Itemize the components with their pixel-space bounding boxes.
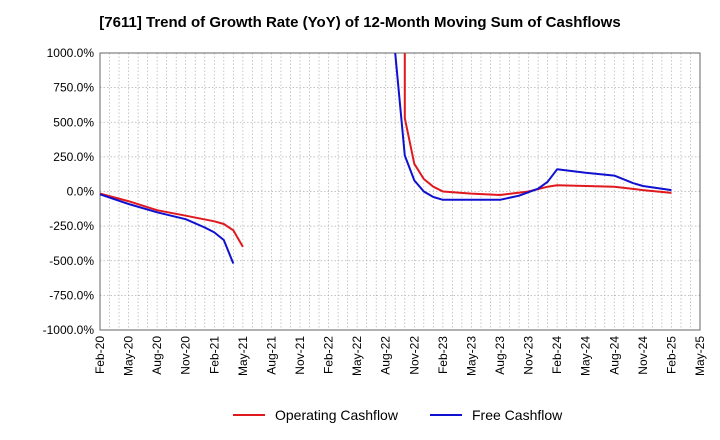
legend: Operating Cashflow Free Cashflow [233,407,563,423]
y-tick-label: -500.0% [49,254,94,268]
chart-title: [7611] Trend of Growth Rate (YoY) of 12-… [99,14,621,31]
y-tick-label: -1000.0% [43,323,95,337]
x-tick-label: Aug-21 [264,336,278,375]
y-tick-label: 250.0% [53,150,94,164]
y-tick-label: 1000.0% [47,46,95,60]
y-tick-label: 750.0% [53,81,94,95]
axis-layer: 1000.0% 750.0% 500.0% 250.0% 0.0% -250.0% -500… [43,46,707,376]
x-tick-label: Nov-23 [522,336,536,375]
y-tick-label: -750.0% [49,288,94,302]
x-tick-label: Nov-20 [179,336,193,375]
x-tick-label: Feb-25 [664,336,678,374]
x-tick-label: Aug-20 [150,336,164,375]
x-tick-label: Feb-23 [436,336,450,374]
free-cashflow-legend-label: Free Cashflow [472,407,563,423]
x-tick-label: May-23 [464,336,478,376]
x-tick-label: May-21 [236,336,250,376]
x-tick-label: Feb-20 [93,336,107,374]
x-tick-label: May-20 [122,336,136,376]
x-tick-label: Nov-24 [636,336,650,375]
x-tick-label: Feb-21 [207,336,221,374]
plot-frame [99,52,701,331]
x-tick-label: May-22 [350,336,364,376]
x-tick-label: Feb-22 [322,336,336,374]
series-layer [100,53,672,264]
x-tick-label: May-24 [579,336,593,376]
x-tick-label: Aug-23 [493,336,507,375]
x-tick-label: Aug-24 [607,336,621,375]
y-tick-label: -250.0% [49,219,94,233]
y-tick-label: 0.0% [67,185,95,199]
free-cashflow-line [100,193,235,264]
x-tick-label: Nov-22 [407,336,421,375]
operating-cashflow-line [403,53,672,196]
y-tick-label: 500.0% [53,115,94,129]
x-tick-label: Feb-24 [550,336,564,374]
free-cashflow-line [394,53,672,201]
x-tick-label: Aug-22 [379,336,393,375]
x-tick-label: Nov-21 [293,336,307,375]
operating-cashflow-line [100,192,244,248]
x-tick-label: May-25 [693,336,707,376]
operating-cashflow-legend-label: Operating Cashflow [275,407,399,423]
